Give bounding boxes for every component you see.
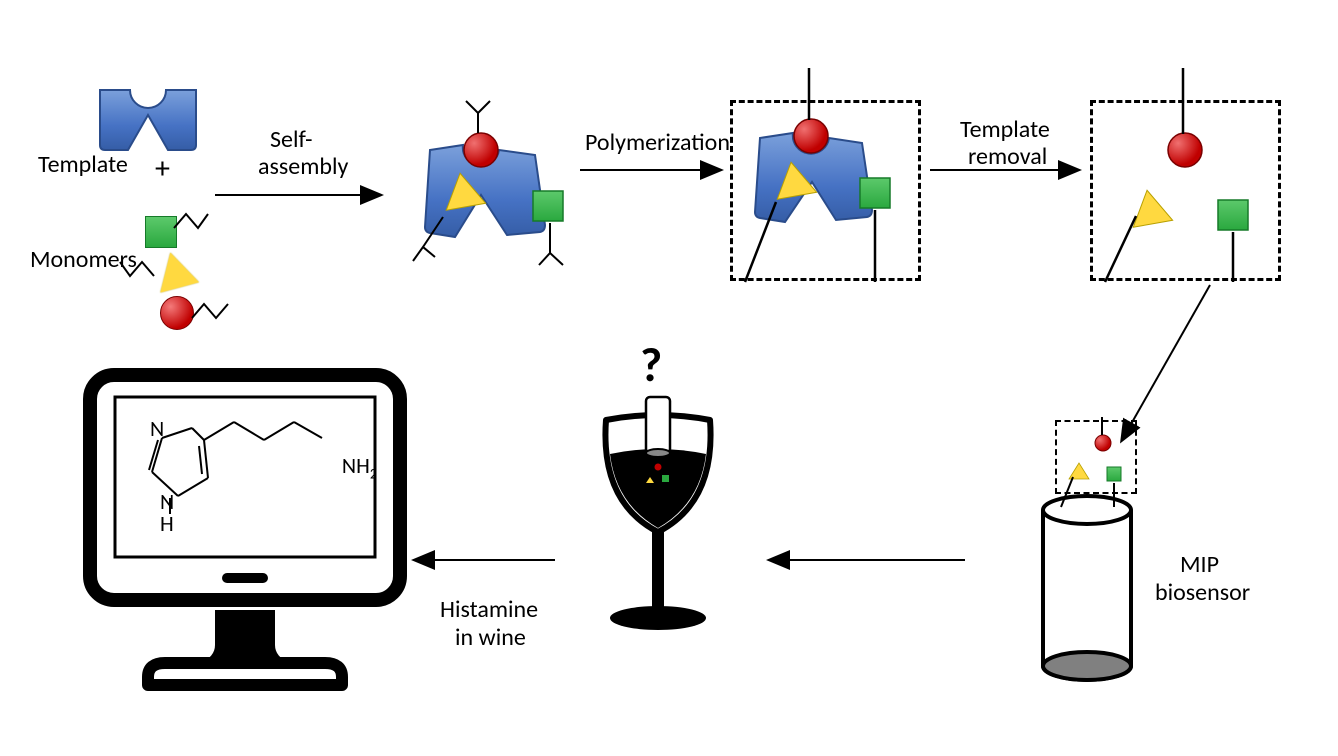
label-self-assembly-1: Self- — [270, 125, 313, 154]
question-mark: ? — [640, 335, 662, 394]
label-histamine-1: Histamine — [440, 595, 538, 624]
label-histamine_line2: in wine — [455, 623, 526, 652]
label-mip-2: biosensor — [1155, 578, 1250, 607]
vinyl-tail-red — [190, 300, 230, 322]
label-self-assembly-2: assembly — [258, 152, 348, 181]
sensor-in-glass — [636, 395, 682, 490]
plus-sign: + — [155, 150, 170, 187]
monomer-yellow-triangle — [151, 247, 199, 292]
label-template-removal-1: Template — [960, 115, 1050, 144]
mip-biosensor — [1035, 488, 1145, 693]
imprinted-cavity — [1090, 60, 1290, 290]
chem-NH2-text: NH — [342, 452, 370, 479]
label-polymerization: Polymerization — [585, 128, 730, 157]
monomer-red-circle — [160, 296, 194, 330]
polymerized-complex — [730, 60, 930, 290]
chem-NH2: NH2 — [322, 425, 377, 509]
vinyl-tail-yellow — [120, 258, 156, 280]
vinyl-tail-green — [172, 210, 208, 232]
template-shape — [90, 60, 210, 155]
diagram-stage: Template Monomers + Self- assembly Polym… — [0, 0, 1338, 756]
label-mip-1: MIP — [1180, 550, 1219, 579]
chem-N-top: N — [150, 415, 164, 442]
label-template-removal-2: removal — [968, 142, 1047, 171]
chem-NH2-sub: 2 — [370, 465, 377, 482]
nh-bond — [165, 498, 175, 518]
assembled-complex — [395, 95, 580, 290]
sensor-mip-contents — [1055, 415, 1140, 510]
